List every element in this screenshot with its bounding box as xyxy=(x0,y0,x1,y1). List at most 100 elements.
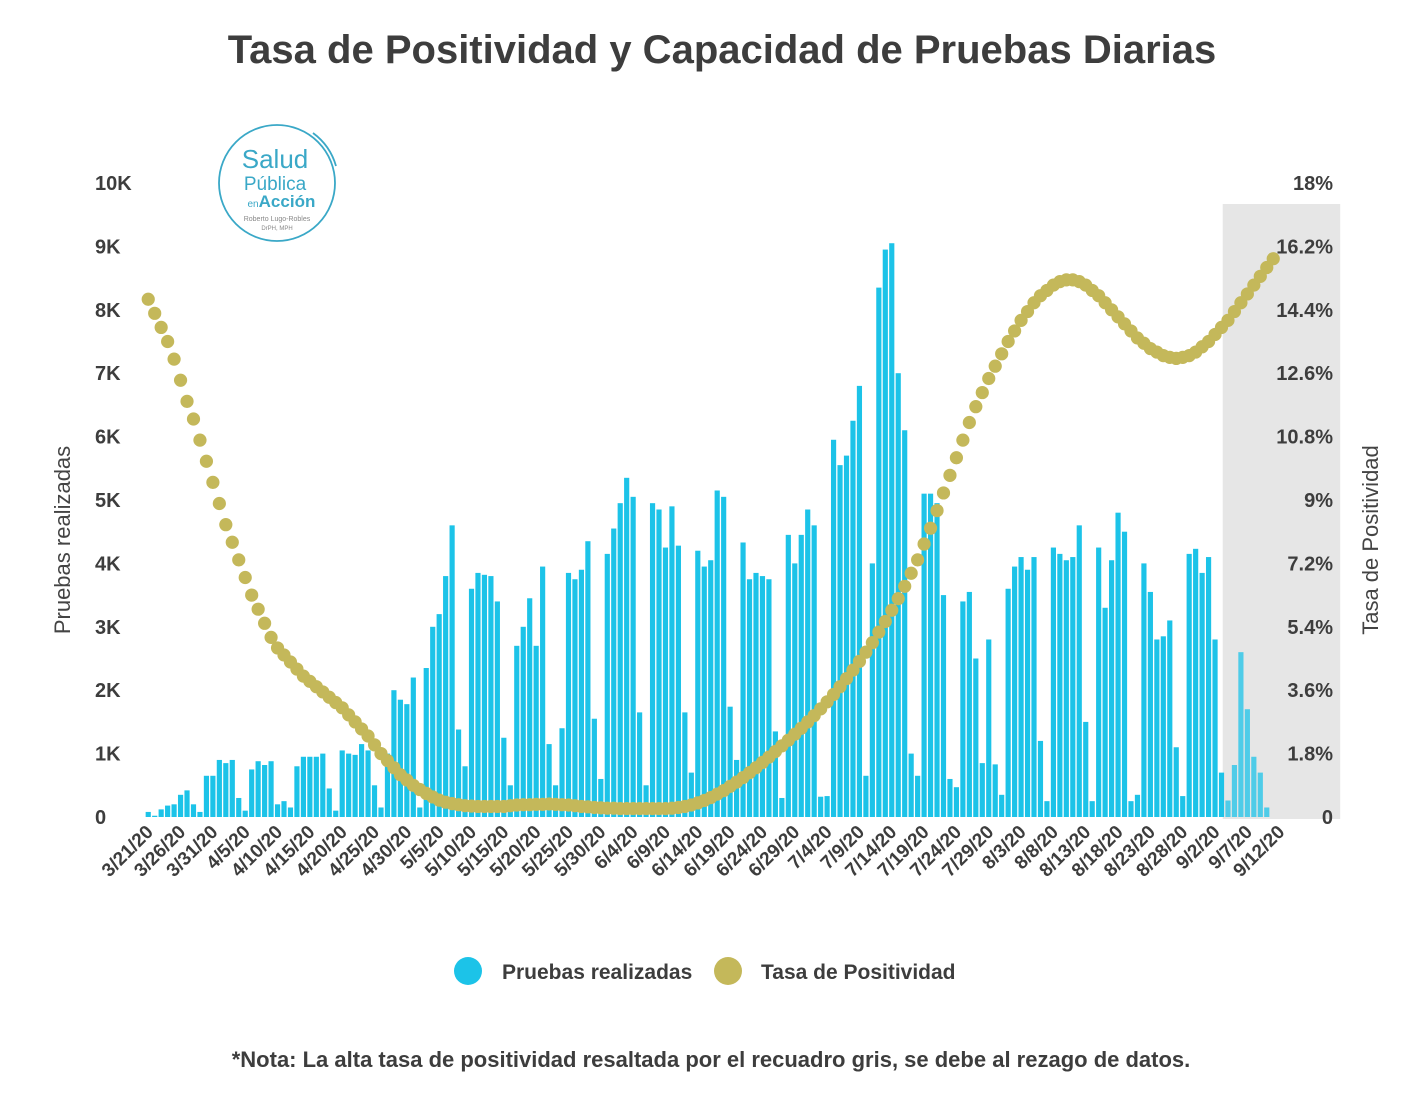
positivity-point xyxy=(891,592,905,606)
right-tick-label: 1.8% xyxy=(1287,744,1333,766)
bar xyxy=(171,804,177,817)
bar xyxy=(850,420,856,817)
logo-arc xyxy=(312,132,337,167)
bar xyxy=(1121,531,1128,817)
left-tick-label: 8K xyxy=(95,300,121,322)
bar xyxy=(1257,772,1263,817)
left-tick-label: 4K xyxy=(95,553,121,575)
bar xyxy=(1141,563,1147,817)
bar xyxy=(721,496,727,817)
positivity-point xyxy=(904,566,918,580)
bar xyxy=(268,761,274,817)
bar xyxy=(1037,740,1044,817)
bar xyxy=(274,804,281,817)
bar xyxy=(921,493,927,817)
bar xyxy=(785,534,791,817)
bar xyxy=(365,750,371,817)
positivity-point xyxy=(975,385,989,400)
bar xyxy=(242,810,248,817)
bar xyxy=(449,525,455,817)
bar xyxy=(1167,620,1173,817)
bar xyxy=(326,788,332,817)
positivity-point xyxy=(258,616,272,630)
bar xyxy=(346,753,352,817)
right-tick-label: 16.2% xyxy=(1276,236,1333,258)
bar xyxy=(152,815,158,817)
bar xyxy=(527,598,533,817)
bar xyxy=(1160,636,1166,817)
bar xyxy=(1128,801,1134,817)
bar xyxy=(585,541,591,817)
footnote: *Nota: La alta tasa de positividad resal… xyxy=(232,1047,1191,1072)
bar xyxy=(863,775,869,817)
bar xyxy=(501,737,507,817)
bar xyxy=(837,465,843,817)
bar xyxy=(1031,557,1037,817)
left-tick-label: 3K xyxy=(95,617,121,639)
x-axis-ticks: 3/21/203/26/203/31/204/5/204/10/204/15/2… xyxy=(98,822,1289,882)
bar xyxy=(908,753,914,817)
bar xyxy=(688,772,694,817)
bar xyxy=(249,769,255,817)
positivity-point xyxy=(1266,252,1280,266)
legend: Pruebas realizadas Tasa de Positividad xyxy=(454,957,956,985)
bar xyxy=(371,785,378,817)
bar xyxy=(190,804,197,817)
bar xyxy=(352,754,358,817)
bar xyxy=(1018,557,1024,817)
positivity-point xyxy=(1008,324,1022,338)
legend-marker-line xyxy=(714,957,742,985)
bar xyxy=(1199,572,1205,817)
bar xyxy=(410,677,416,817)
bar xyxy=(1218,772,1225,817)
bar xyxy=(824,796,830,817)
legend-label-line: Tasa de Positividad xyxy=(761,961,956,984)
bar xyxy=(436,614,442,817)
bar xyxy=(805,509,811,817)
left-axis-title: Pruebas realizadas xyxy=(50,446,75,634)
bar xyxy=(197,811,203,817)
bar xyxy=(843,455,850,817)
right-tick-label: 12.6% xyxy=(1276,363,1333,385)
right-tick-label: 3.6% xyxy=(1287,680,1333,702)
bar xyxy=(565,572,572,817)
positivity-series xyxy=(141,252,1280,816)
positivity-point xyxy=(898,579,912,593)
bar xyxy=(359,744,365,817)
bar xyxy=(384,753,391,817)
left-tick-label: 2K xyxy=(95,680,121,702)
bar xyxy=(236,797,242,817)
bar xyxy=(1173,747,1179,817)
positivity-point xyxy=(852,654,867,668)
bar xyxy=(1050,547,1056,817)
positivity-point xyxy=(969,400,983,414)
bar xyxy=(934,503,940,817)
left-axis-ticks: 0 1K 2K 3K 4K 5K 6K 7K 8K 9K 10K xyxy=(95,173,132,829)
bar xyxy=(1180,796,1186,817)
left-tick-label: 0 xyxy=(95,807,106,829)
bar xyxy=(1044,801,1050,817)
bar xyxy=(281,801,287,817)
bar xyxy=(397,699,403,817)
bar xyxy=(708,560,714,817)
bar xyxy=(1070,557,1076,817)
bar xyxy=(307,756,313,817)
left-tick-label: 1K xyxy=(95,744,121,766)
bars-series xyxy=(145,243,1270,818)
bar xyxy=(475,572,481,817)
bar xyxy=(798,534,804,817)
positivity-point xyxy=(264,630,278,644)
bar xyxy=(779,797,785,817)
positivity-point xyxy=(982,371,996,386)
bar xyxy=(540,566,546,817)
positivity-point xyxy=(232,553,246,567)
bar xyxy=(488,576,494,817)
bar xyxy=(643,785,649,817)
positivity-point xyxy=(956,433,970,447)
bar xyxy=(882,249,888,817)
bar xyxy=(481,574,488,817)
bar xyxy=(727,706,733,817)
bar xyxy=(624,477,630,817)
bar xyxy=(869,563,875,817)
bar xyxy=(759,576,766,817)
